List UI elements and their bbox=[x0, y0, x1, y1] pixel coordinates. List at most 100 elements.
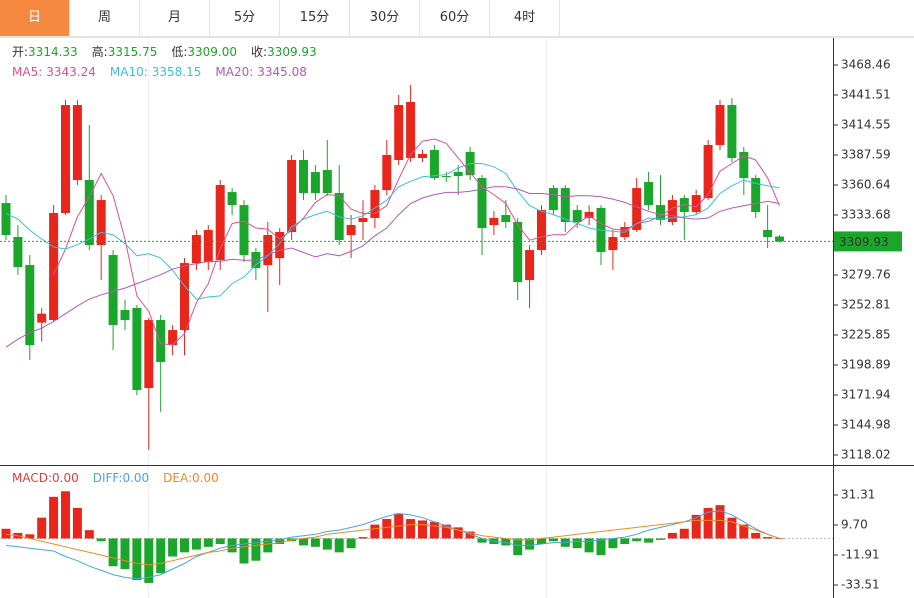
candle-body bbox=[703, 144, 713, 199]
macd-bar bbox=[215, 538, 225, 545]
macd-bar bbox=[370, 524, 380, 539]
y-tick-label: 3198.89 bbox=[841, 358, 891, 372]
candle-body bbox=[168, 330, 178, 346]
macd-bar bbox=[477, 538, 487, 543]
macd-bar bbox=[537, 538, 546, 545]
candle-body bbox=[608, 237, 618, 251]
candle-body bbox=[180, 263, 189, 331]
macd-bar bbox=[72, 507, 82, 539]
macd-bar bbox=[418, 520, 427, 539]
macd-bar bbox=[120, 538, 130, 570]
period-tab[interactable]: 15分 bbox=[280, 0, 350, 36]
macd-bar bbox=[25, 534, 35, 539]
candle-body bbox=[120, 310, 130, 321]
candle-body bbox=[108, 255, 118, 326]
legend-entry: MA20: 3345.08 bbox=[215, 65, 307, 79]
legend-entry: DEA:0.00 bbox=[163, 471, 219, 485]
candle-body bbox=[358, 217, 368, 222]
legend-entry: 高:3315.75 bbox=[92, 44, 158, 59]
candle-body bbox=[1, 203, 11, 236]
candle-body bbox=[299, 160, 308, 194]
legend-label: 收: bbox=[251, 45, 267, 59]
macd-bar bbox=[37, 517, 47, 539]
candle-body bbox=[727, 105, 737, 158]
candle-body bbox=[49, 212, 59, 321]
candle-body bbox=[13, 237, 23, 268]
macd-bar bbox=[501, 538, 511, 546]
macd-bar bbox=[132, 538, 142, 581]
macd-bar bbox=[453, 527, 463, 539]
legend-value: 3343.24 bbox=[46, 65, 96, 79]
macd-bar bbox=[203, 538, 213, 547]
legend-entry: 开:3314.33 bbox=[12, 45, 78, 59]
period-tab[interactable]: 周 bbox=[70, 0, 140, 36]
period-tab[interactable]: 60分 bbox=[420, 0, 490, 36]
candle-body bbox=[775, 236, 784, 242]
y-tick-label: 3441.51 bbox=[841, 88, 891, 102]
y-tick-label: 31.31 bbox=[841, 488, 875, 502]
series-line bbox=[53, 138, 780, 346]
legend-label: 开: bbox=[12, 45, 28, 59]
macd-bar bbox=[513, 538, 523, 556]
candle-body bbox=[632, 188, 642, 231]
macd-bar bbox=[84, 530, 94, 539]
period-tab[interactable]: 月 bbox=[140, 0, 210, 36]
macd-bar bbox=[465, 531, 475, 539]
legend-label: MACD: bbox=[12, 471, 52, 485]
candle-body bbox=[382, 154, 392, 191]
candle-body bbox=[667, 200, 677, 222]
candle-body bbox=[25, 265, 35, 346]
candle-body bbox=[370, 190, 380, 218]
period-tab[interactable]: 4时 bbox=[490, 0, 560, 36]
candle-body bbox=[37, 313, 47, 323]
y-tick-label: -33.51 bbox=[841, 578, 880, 592]
candle-body bbox=[560, 188, 570, 222]
legend-label: 高: bbox=[92, 44, 108, 59]
legend-entry: DIFF:0.00 bbox=[93, 471, 149, 485]
candle-body bbox=[406, 102, 416, 158]
period-tab[interactable]: 5分 bbox=[210, 0, 280, 36]
series-line bbox=[5, 186, 780, 348]
macd-bar bbox=[191, 538, 201, 550]
candle-body bbox=[203, 230, 213, 263]
candle-body bbox=[739, 151, 749, 179]
macd-bar bbox=[441, 524, 451, 539]
legend-label: DIFF: bbox=[93, 471, 123, 485]
macd-bar bbox=[679, 528, 689, 539]
macd-bar bbox=[703, 507, 713, 539]
macd-bar bbox=[382, 519, 392, 539]
macd-bar bbox=[608, 538, 618, 549]
candle-body bbox=[537, 210, 546, 251]
macd-bar bbox=[548, 538, 558, 542]
period-tab[interactable]: 日 bbox=[0, 0, 70, 36]
last-price-tag bbox=[834, 231, 902, 252]
candle-body bbox=[215, 185, 225, 261]
legend-value: 0.00 bbox=[192, 471, 219, 485]
macd-bar bbox=[620, 538, 630, 545]
series-line bbox=[5, 519, 780, 566]
candle-body bbox=[263, 235, 273, 266]
macd-bar bbox=[644, 538, 654, 543]
macd-bar bbox=[775, 538, 784, 539]
candle-body bbox=[275, 232, 285, 259]
candle-body bbox=[394, 105, 404, 161]
macd-bar bbox=[691, 514, 701, 539]
macd-bar bbox=[263, 538, 273, 553]
y-tick-label: 3333.68 bbox=[841, 207, 891, 221]
macd-bar bbox=[156, 538, 166, 574]
macd-bar bbox=[715, 505, 725, 539]
candle-body bbox=[548, 188, 558, 211]
y-tick-label: 3252.81 bbox=[841, 297, 891, 311]
candle-body bbox=[227, 192, 237, 206]
y-tick-label: 3468.46 bbox=[841, 58, 891, 72]
period-tab[interactable]: 30分 bbox=[350, 0, 420, 36]
series-line bbox=[5, 510, 780, 580]
legend-entry: MA10: 3358.15 bbox=[110, 65, 202, 79]
macd-bar bbox=[667, 532, 677, 539]
legend-value: 3315.75 bbox=[108, 45, 158, 59]
legend-label: 低: bbox=[171, 45, 187, 59]
macd-bar bbox=[727, 517, 737, 539]
candle-body bbox=[429, 149, 439, 179]
y-tick-label: 3144.98 bbox=[841, 417, 891, 431]
series-line bbox=[5, 163, 780, 300]
